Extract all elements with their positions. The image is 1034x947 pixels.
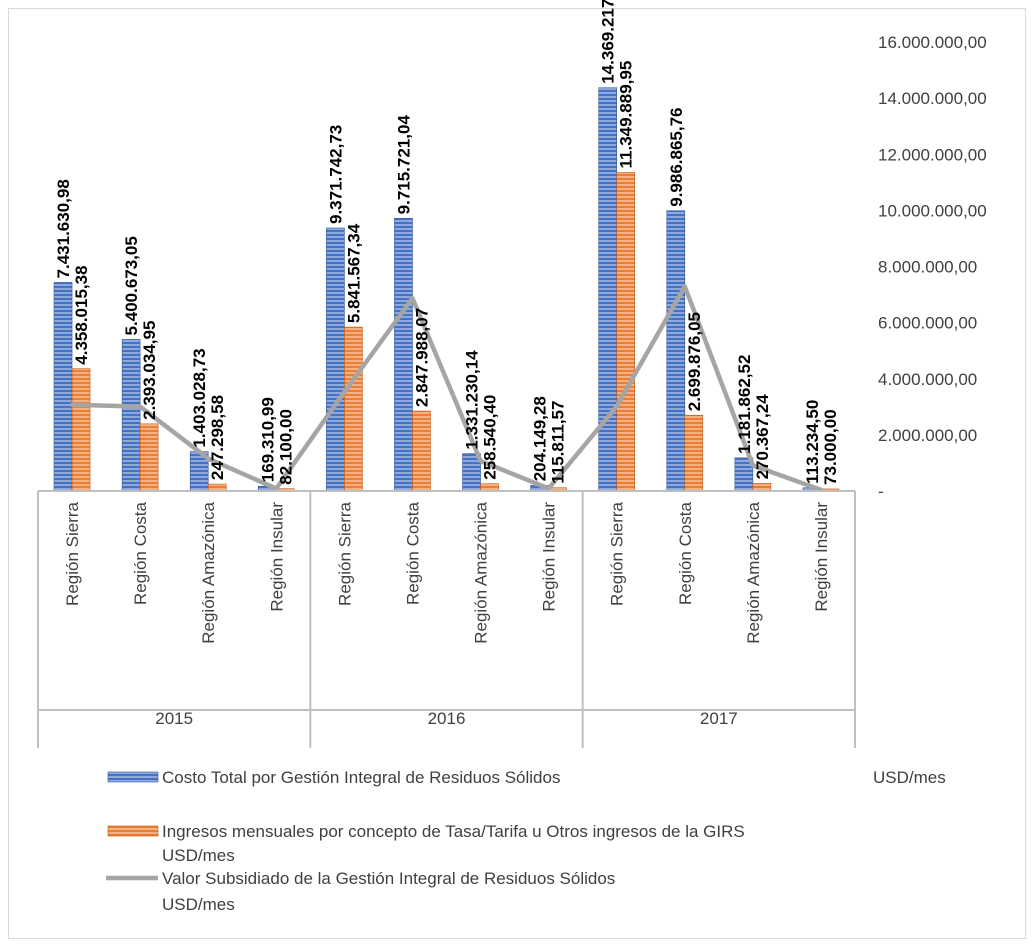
- legend-unit-ingresos: USD/mes: [162, 846, 235, 865]
- data-label: 1.331.230,14: [463, 350, 482, 450]
- y-tick-label: 14.000.000,00: [878, 89, 987, 108]
- chart-frame: [8, 8, 1026, 939]
- y-tick-label: 16.000.000,00: [878, 33, 987, 52]
- data-label: 1.403.028,73: [190, 348, 209, 447]
- bar-ingresos: [616, 172, 636, 492]
- data-label: 9.371.742,73: [326, 125, 345, 224]
- data-label: 204.149,28: [531, 396, 550, 481]
- data-label: 247.298,58: [208, 395, 227, 480]
- bar-ingresos: [344, 326, 363, 492]
- data-label: 113.234,50: [803, 400, 822, 484]
- y-tick-label: 6.000.000,00: [878, 314, 977, 333]
- data-label: 82.100,00: [276, 409, 295, 485]
- data-label: 5.841.567,34: [344, 223, 363, 323]
- year-label: 2015: [155, 709, 193, 728]
- category-label: Región Amazónica: [744, 501, 763, 643]
- bar-ingresos: [139, 423, 159, 492]
- bar-ingresos: [412, 410, 431, 492]
- bar-ingresos: [207, 483, 227, 492]
- bar-costo: [326, 227, 345, 492]
- legend-swatch-ingresos: [107, 825, 159, 837]
- year-label: 2017: [700, 709, 738, 728]
- data-label: 2.393.034,95: [140, 321, 159, 420]
- category-label: Región Costa: [131, 501, 150, 605]
- bar-costo: [394, 218, 413, 492]
- data-label: 258.540,40: [481, 395, 500, 480]
- category-label: Región Insular: [267, 502, 286, 612]
- category-label: Región Sierra: [63, 501, 82, 605]
- data-label: 11.349.889,95: [617, 61, 636, 169]
- bar-costo: [666, 210, 686, 492]
- bar-ingresos: [684, 414, 704, 492]
- bar-ingresos: [480, 483, 499, 492]
- category-label: Región Sierra: [335, 501, 354, 605]
- bar-costo: [53, 282, 73, 492]
- series-line-subsidio: [69, 284, 824, 493]
- year-label: 2016: [428, 709, 466, 728]
- data-label: 9.715.721,04: [394, 115, 413, 215]
- bar-ingresos: [752, 483, 772, 492]
- data-label: 9.986.865,76: [667, 107, 686, 206]
- data-label: 2.699.876,05: [685, 312, 704, 411]
- bar-ingresos: [71, 368, 91, 492]
- category-label: Región Sierra: [608, 501, 627, 605]
- category-label: Región Costa: [676, 501, 695, 605]
- legend-unit-costo: USD/mes: [873, 768, 946, 787]
- legend-unit-subsidio: USD/mes: [162, 895, 235, 914]
- category-label: Región Amazónica: [199, 501, 218, 643]
- data-label: 115.811,57: [549, 401, 568, 484]
- category-label: Región Costa: [403, 501, 422, 605]
- data-label: 7.431.630,98: [54, 179, 73, 278]
- y-tick-label: 12.000.000,00: [878, 145, 987, 164]
- data-label: 73.000,00: [821, 409, 840, 485]
- category-label: Región Insular: [540, 502, 559, 612]
- bar-costo: [598, 87, 618, 492]
- data-label: 270.367,24: [753, 394, 772, 480]
- data-label: 5.400.673,05: [122, 236, 141, 335]
- data-label: 14.369.217,59: [599, 0, 618, 84]
- y-tick-label: 2.000.000,00: [878, 426, 977, 445]
- legend-label-costo: Costo Total por Gestión Integral de Resi…: [162, 768, 560, 787]
- category-label: Región Insular: [812, 502, 831, 612]
- legend-label-ingresos: Ingresos mensuales por concepto de Tasa/…: [162, 822, 745, 841]
- category-label: Región Amazónica: [472, 501, 491, 643]
- y-tick-label: 10.000.000,00: [878, 201, 987, 220]
- bar-costo: [121, 339, 141, 492]
- legend-swatch-costo: [107, 771, 159, 783]
- data-label: 4.358.015,38: [72, 265, 91, 364]
- data-label: 1.181.862,52: [735, 355, 754, 454]
- data-label: 169.310,99: [258, 397, 277, 482]
- legend-label-subsidio: Valor Subsidiado de la Gestión Integral …: [162, 869, 615, 888]
- y-tick-label: 8.000.000,00: [878, 258, 977, 277]
- y-tick-label: -: [878, 482, 884, 501]
- y-tick-label: 4.000.000,00: [878, 370, 977, 389]
- data-label: 2.847.988,07: [412, 308, 431, 407]
